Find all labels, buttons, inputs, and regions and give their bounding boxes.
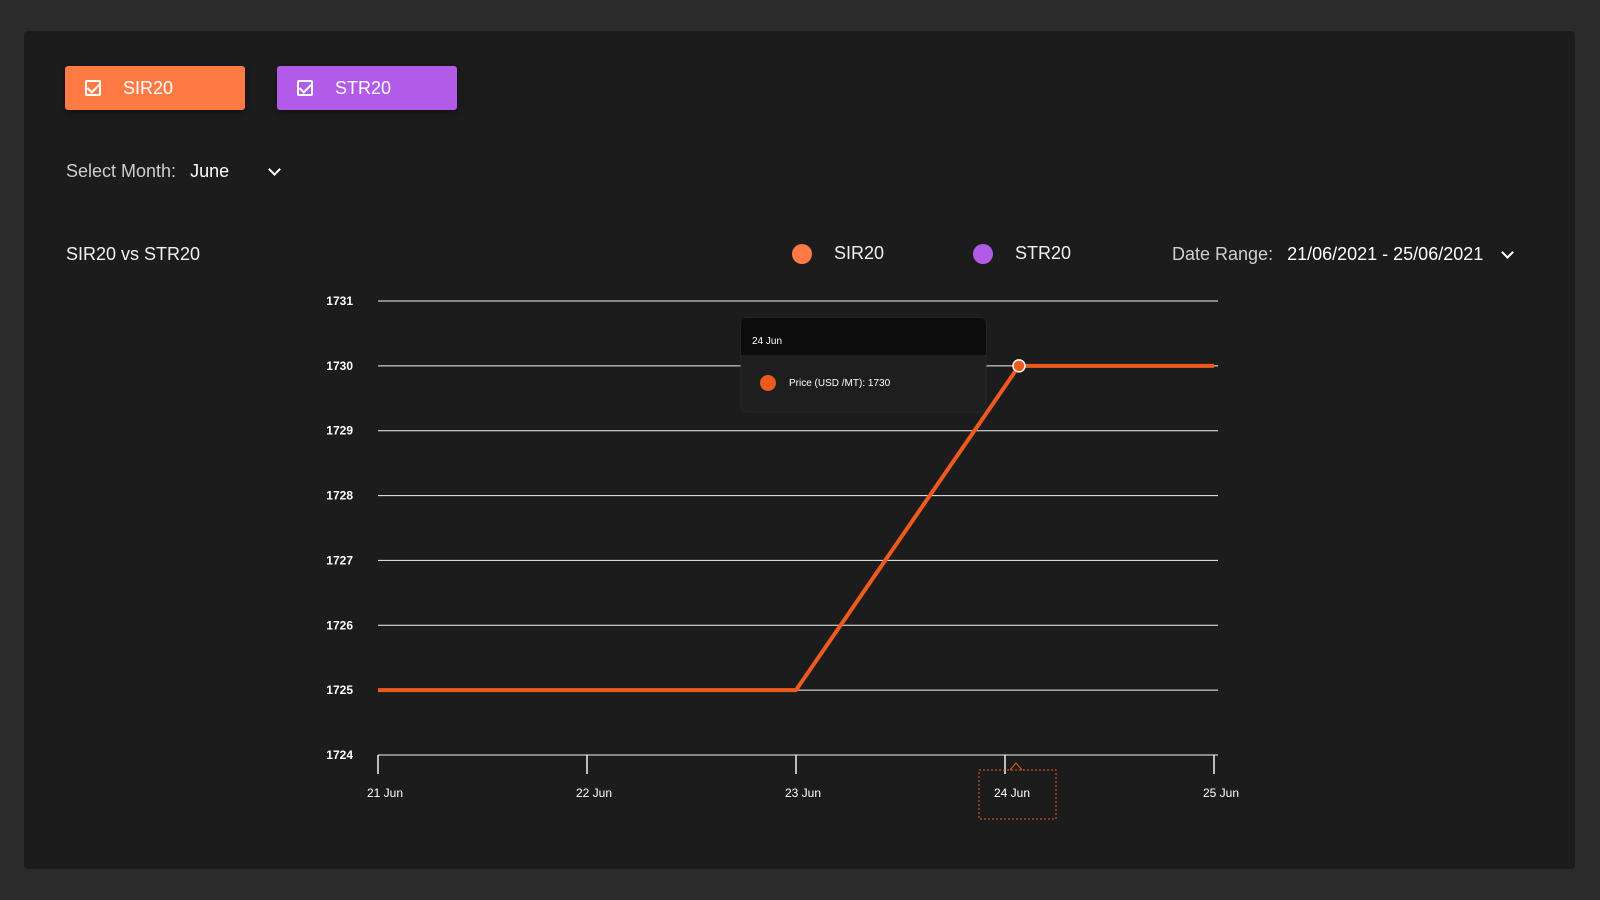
str20-toggle-label: STR20 [335, 77, 392, 98]
checkbox-checked-icon [85, 80, 101, 96]
date-range-selector[interactable]: Date Range: 21/06/2021 - 25/06/2021 [1172, 244, 1515, 265]
month-selector-label: Select Month: [66, 161, 177, 181]
sir20-toggle-button[interactable]: SIR20 [65, 66, 245, 110]
chevron-down-icon[interactable] [268, 163, 281, 176]
checkbox-checked-icon [297, 80, 313, 96]
sir20-toggle-label: SIR20 [123, 77, 174, 98]
legend-item-str20[interactable]: STR20 [973, 243, 1071, 264]
chart-title: SIR20 vs STR20 [66, 244, 201, 264]
month-selector[interactable]: Select Month: June [66, 161, 281, 182]
chart-panel: SIR20 STR20 Select Month: June SIR20 vs … [24, 31, 1575, 869]
legend-dot-icon [973, 243, 993, 264]
legend-label: SIR20 [834, 243, 885, 263]
date-range-label: Date Range: [1172, 244, 1274, 264]
legend-item-sir20[interactable]: SIR20 [792, 243, 884, 264]
date-range-value[interactable]: 21/06/2021 - 25/06/2021 [1287, 244, 1484, 264]
month-selector-value[interactable]: June [190, 161, 230, 181]
chevron-down-icon[interactable] [1501, 246, 1515, 259]
legend-dot-icon [792, 243, 812, 264]
str20-toggle-button[interactable]: STR20 [277, 66, 457, 110]
legend-label: STR20 [1015, 243, 1072, 263]
